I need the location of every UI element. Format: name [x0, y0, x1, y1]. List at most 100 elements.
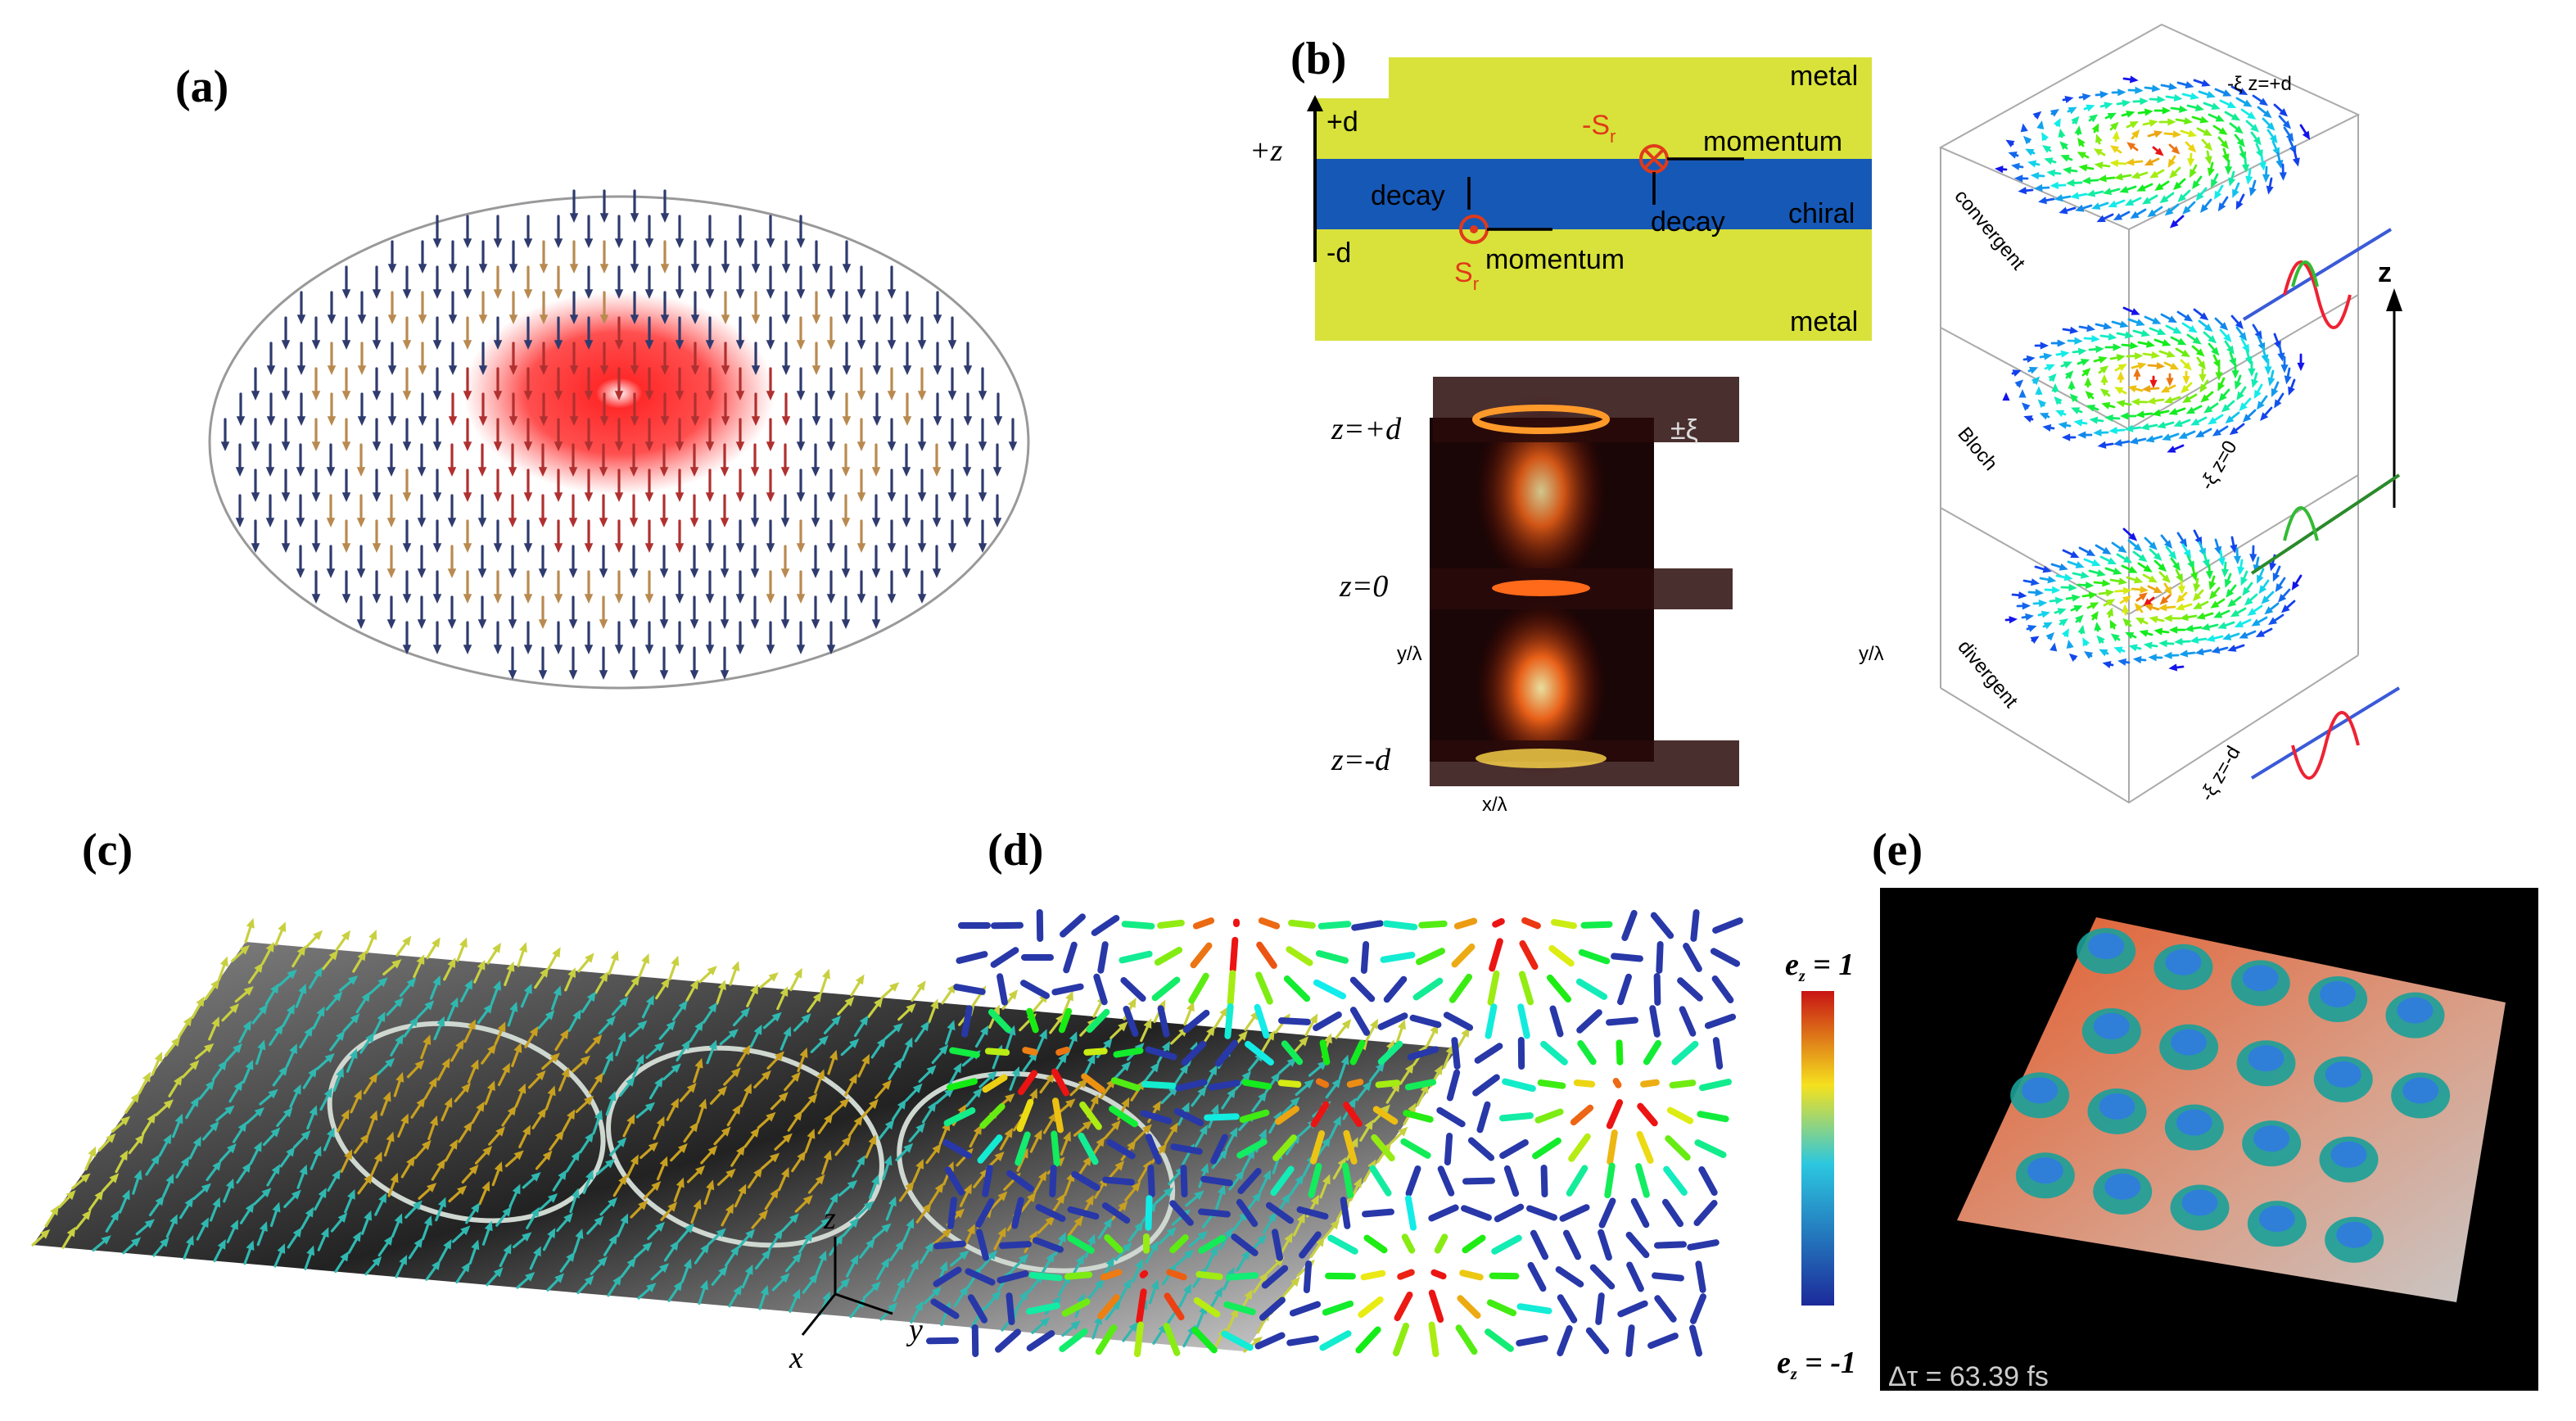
arrowhead: [927, 1101, 937, 1112]
spin: [1006, 1170, 1034, 1192]
arrowhead: [2206, 634, 2216, 642]
arrowhead: [599, 518, 608, 528]
arrowhead: [1121, 1097, 1130, 1108]
arrowhead: [2094, 161, 2104, 170]
arrowhead: [685, 1223, 694, 1233]
arrowhead: [617, 1137, 627, 1147]
arrowhead: [678, 1000, 688, 1011]
arrowhead: [903, 1143, 914, 1153]
arrowhead: [811, 467, 820, 477]
arrowhead: [1087, 1233, 1096, 1245]
spin: [1415, 948, 1446, 966]
arrowhead: [523, 441, 533, 452]
spin: [1530, 1229, 1549, 1260]
spin: [1026, 1302, 1060, 1315]
arrowhead: [897, 1099, 906, 1110]
arrowhead: [402, 441, 412, 452]
arrowhead: [463, 492, 472, 503]
arrowhead: [2153, 586, 2163, 594]
arrowhead: [2042, 565, 2052, 573]
spin: [1443, 1011, 1474, 1031]
arrowhead: [2232, 188, 2239, 198]
arrowhead: [584, 391, 594, 401]
arrowhead: [463, 594, 472, 604]
arrowhead: [735, 238, 745, 249]
arrowhead: [690, 315, 700, 325]
spin: [1317, 921, 1352, 930]
arrowhead: [803, 1231, 813, 1242]
arrowhead: [233, 1080, 243, 1091]
arrowhead: [2158, 640, 2167, 648]
arrowhead: [567, 967, 576, 978]
arrowhead: [675, 340, 685, 351]
arrowhead: [2228, 177, 2236, 187]
arrowhead: [412, 1200, 423, 1211]
arrowhead: [660, 315, 670, 325]
spin: [1377, 1040, 1403, 1066]
arrowhead: [2151, 351, 2161, 359]
arrowhead: [859, 1015, 869, 1026]
arrowhead: [372, 1256, 382, 1267]
arrowhead: [675, 238, 685, 249]
arrowhead: [265, 467, 275, 477]
arrowhead: [675, 391, 685, 401]
arrowhead: [766, 543, 775, 554]
arrowhead: [2081, 368, 2091, 377]
arrowhead: [689, 1121, 699, 1133]
arrowhead: [1065, 1098, 1076, 1109]
arrowhead: [281, 441, 291, 452]
arrowhead: [766, 441, 775, 452]
arrowhead: [569, 365, 579, 376]
arrowhead: [584, 594, 594, 604]
blob-top: [2336, 1221, 2373, 1248]
arrowhead: [1110, 1120, 1121, 1131]
arrowhead: [2081, 176, 2091, 185]
arrowhead: [443, 1238, 452, 1250]
arrowhead: [327, 315, 337, 325]
arrowhead: [418, 264, 427, 274]
arrowhead: [2247, 111, 2257, 120]
arrowhead: [531, 1206, 540, 1218]
arrowhead: [558, 1170, 567, 1180]
arrowhead: [917, 543, 927, 554]
arrowhead: [2054, 396, 2063, 405]
arrowhead: [347, 1188, 355, 1200]
arrowhead: [1121, 1061, 1132, 1072]
arrowhead: [792, 1252, 802, 1263]
arrowhead: [554, 594, 563, 604]
label: convergent: [1950, 186, 2029, 275]
arrowhead: [2104, 414, 2113, 423]
arrowhead: [2070, 550, 2080, 559]
arrowhead: [224, 1105, 235, 1116]
spin: [1121, 921, 1155, 930]
arrowhead: [212, 1160, 222, 1171]
arrowhead: [2022, 602, 2031, 610]
arrowhead: [402, 645, 412, 655]
arrowhead: [2271, 387, 2279, 398]
arrowhead: [1209, 1065, 1218, 1076]
arrowhead: [796, 391, 806, 401]
arrowhead: [2034, 183, 2043, 192]
arrowhead: [356, 518, 366, 528]
arrowhead: [2199, 115, 2209, 124]
arrowhead: [416, 1097, 426, 1108]
spin: [999, 1241, 1032, 1249]
spin: [1568, 1133, 1591, 1162]
arrowhead: [1227, 1088, 1236, 1098]
arrowhead: [373, 1151, 382, 1162]
spin: [1102, 1176, 1135, 1186]
arrowhead: [2144, 604, 2153, 612]
spin: [1351, 920, 1384, 931]
arrowhead: [2149, 170, 2159, 179]
arrowhead: [895, 1239, 905, 1251]
arrowhead: [2163, 651, 2172, 659]
blob-top: [2248, 1045, 2285, 1072]
spin: [1225, 1272, 1259, 1281]
arrowhead: [585, 1170, 594, 1180]
arrowhead: [793, 1110, 802, 1121]
arrowhead: [916, 980, 926, 991]
arrowhead: [417, 568, 427, 579]
arrowhead: [239, 944, 250, 955]
arrowhead: [2091, 559, 2101, 567]
arrowhead: [2260, 412, 2269, 421]
